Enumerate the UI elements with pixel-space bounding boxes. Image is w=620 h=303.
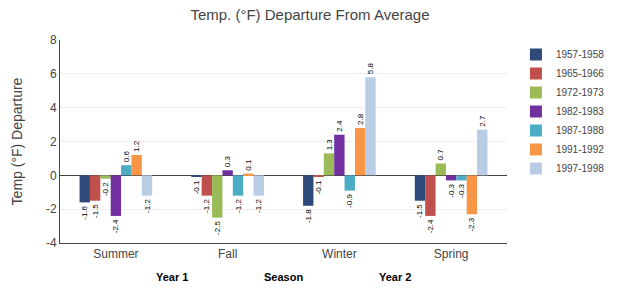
svg-text:5.8: 5.8 <box>366 63 375 75</box>
svg-text:-1.2: -1.2 <box>234 199 243 213</box>
svg-text:-2.3: -2.3 <box>467 217 476 231</box>
svg-text:0.1: 0.1 <box>244 159 253 171</box>
svg-text:-2.4: -2.4 <box>426 219 435 233</box>
svg-text:Year 2: Year 2 <box>379 271 411 283</box>
svg-text:1991-1992: 1991-1992 <box>556 144 604 155</box>
svg-text:0: 0 <box>50 169 57 183</box>
svg-text:2.4: 2.4 <box>335 120 344 132</box>
svg-text:2: 2 <box>50 135 57 149</box>
svg-text:1957-1958: 1957-1958 <box>556 49 604 60</box>
svg-text:-1.6: -1.6 <box>80 205 89 219</box>
svg-text:-1.2: -1.2 <box>202 199 211 213</box>
svg-text:1972-1973: 1972-1973 <box>556 87 604 98</box>
svg-text:Summer: Summer <box>93 247 138 261</box>
svg-text:Winter: Winter <box>322 247 357 261</box>
svg-text:1965-1966: 1965-1966 <box>556 68 604 79</box>
svg-text:4: 4 <box>50 101 57 115</box>
svg-text:-1.2: -1.2 <box>254 199 263 213</box>
svg-text:1.2: 1.2 <box>132 140 141 152</box>
svg-text:-1.2: -1.2 <box>143 199 152 213</box>
svg-text:Spring: Spring <box>434 247 469 261</box>
svg-text:0.6: 0.6 <box>122 151 131 163</box>
svg-text:1997-1998: 1997-1998 <box>556 163 604 174</box>
svg-text:-1.5: -1.5 <box>91 204 100 218</box>
svg-text:0.3: 0.3 <box>223 156 232 168</box>
svg-text:Season: Season <box>264 271 303 283</box>
svg-text:-0.3: -0.3 <box>457 183 466 197</box>
svg-text:-1.5: -1.5 <box>415 204 424 218</box>
svg-text:Temp. (°F) Departure From Aver: Temp. (°F) Departure From Average <box>190 6 429 23</box>
svg-text:-2.4: -2.4 <box>111 219 120 233</box>
svg-text:-0.2: -0.2 <box>101 182 110 196</box>
svg-text:-0.1: -0.1 <box>192 180 201 194</box>
svg-text:1.3: 1.3 <box>325 139 334 151</box>
svg-text:8: 8 <box>50 33 57 47</box>
svg-text:Fall: Fall <box>218 247 237 261</box>
svg-text:2.8: 2.8 <box>356 113 365 125</box>
svg-text:1987-1988: 1987-1988 <box>556 125 604 136</box>
svg-text:6: 6 <box>50 67 57 81</box>
svg-text:-0.1: -0.1 <box>314 180 323 194</box>
svg-text:-2: -2 <box>46 202 57 216</box>
svg-text:Temp (°F) Departure: Temp (°F) Departure <box>9 77 25 205</box>
svg-text:-4: -4 <box>46 236 57 250</box>
svg-text:-0.3: -0.3 <box>447 183 456 197</box>
svg-text:0.7: 0.7 <box>436 149 445 161</box>
svg-text:2.7: 2.7 <box>478 115 487 127</box>
svg-text:-2.5: -2.5 <box>213 221 222 235</box>
svg-text:-1.8: -1.8 <box>304 209 313 223</box>
svg-text:-0.9: -0.9 <box>345 194 354 208</box>
svg-text:Year 1: Year 1 <box>156 271 188 283</box>
svg-text:1982-1983: 1982-1983 <box>556 106 604 117</box>
